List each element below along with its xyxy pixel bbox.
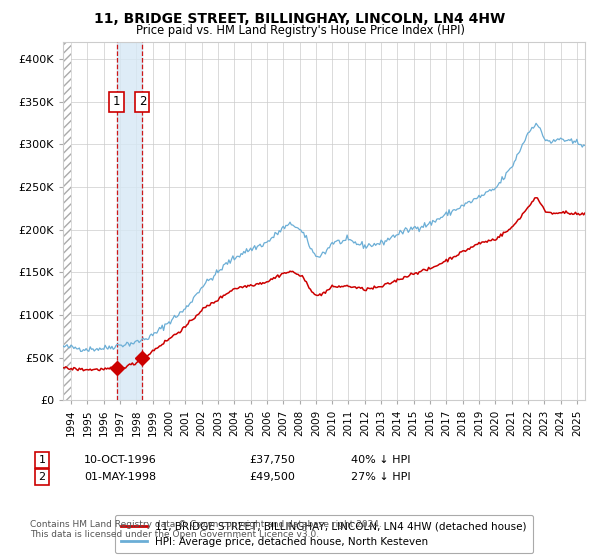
Text: 10-OCT-1996: 10-OCT-1996 (84, 455, 157, 465)
Text: 01-MAY-1998: 01-MAY-1998 (84, 472, 156, 482)
Text: £49,500: £49,500 (249, 472, 295, 482)
Text: 1: 1 (38, 455, 46, 465)
Bar (63, 42, 71, 400)
Text: 27% ↓ HPI: 27% ↓ HPI (351, 472, 410, 482)
Text: 2: 2 (38, 472, 46, 482)
Legend: 11, BRIDGE STREET, BILLINGHAY, LINCOLN, LN4 4HW (detached house), HPI: Average p: 11, BRIDGE STREET, BILLINGHAY, LINCOLN, … (115, 515, 533, 553)
Text: 11, BRIDGE STREET, BILLINGHAY, LINCOLN, LN4 4HW: 11, BRIDGE STREET, BILLINGHAY, LINCOLN, … (94, 12, 506, 26)
Text: Contains HM Land Registry data © Crown copyright and database right 2024.
This d: Contains HM Land Registry data © Crown c… (30, 520, 382, 539)
Text: 2: 2 (139, 95, 146, 108)
Text: 40% ↓ HPI: 40% ↓ HPI (351, 455, 410, 465)
Bar (116, 42, 142, 400)
Text: 1: 1 (113, 95, 120, 108)
Text: £37,750: £37,750 (249, 455, 295, 465)
Text: Price paid vs. HM Land Registry's House Price Index (HPI): Price paid vs. HM Land Registry's House … (136, 24, 464, 37)
